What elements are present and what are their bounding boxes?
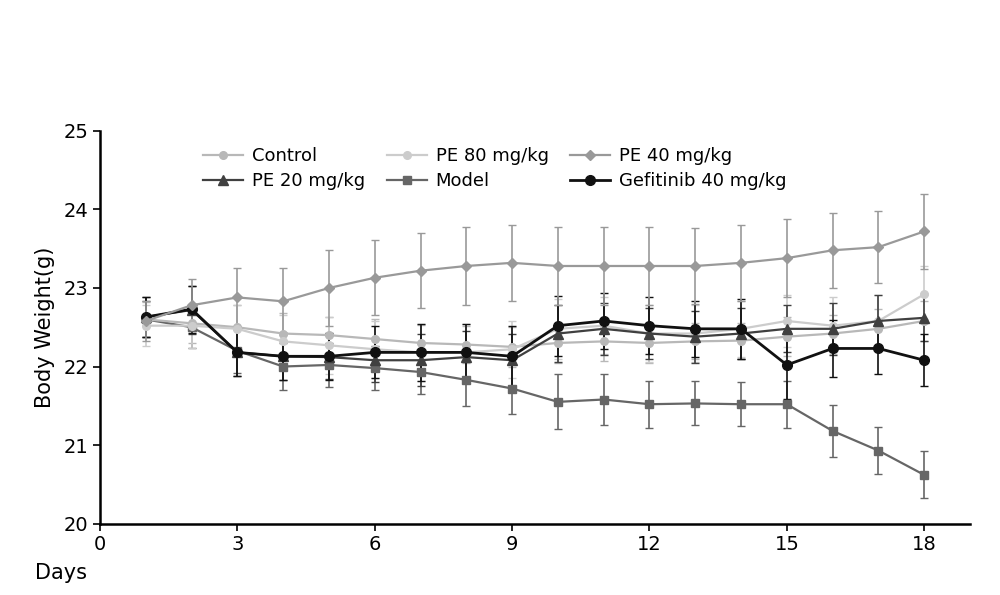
Legend: Control, PE 20 mg/kg, PE 80 mg/kg, Model, PE 40 mg/kg, Gefitinib 40 mg/kg: Control, PE 20 mg/kg, PE 80 mg/kg, Model… bbox=[196, 140, 794, 198]
Y-axis label: Body Weight(g): Body Weight(g) bbox=[35, 246, 55, 408]
Text: Days: Days bbox=[35, 563, 87, 583]
